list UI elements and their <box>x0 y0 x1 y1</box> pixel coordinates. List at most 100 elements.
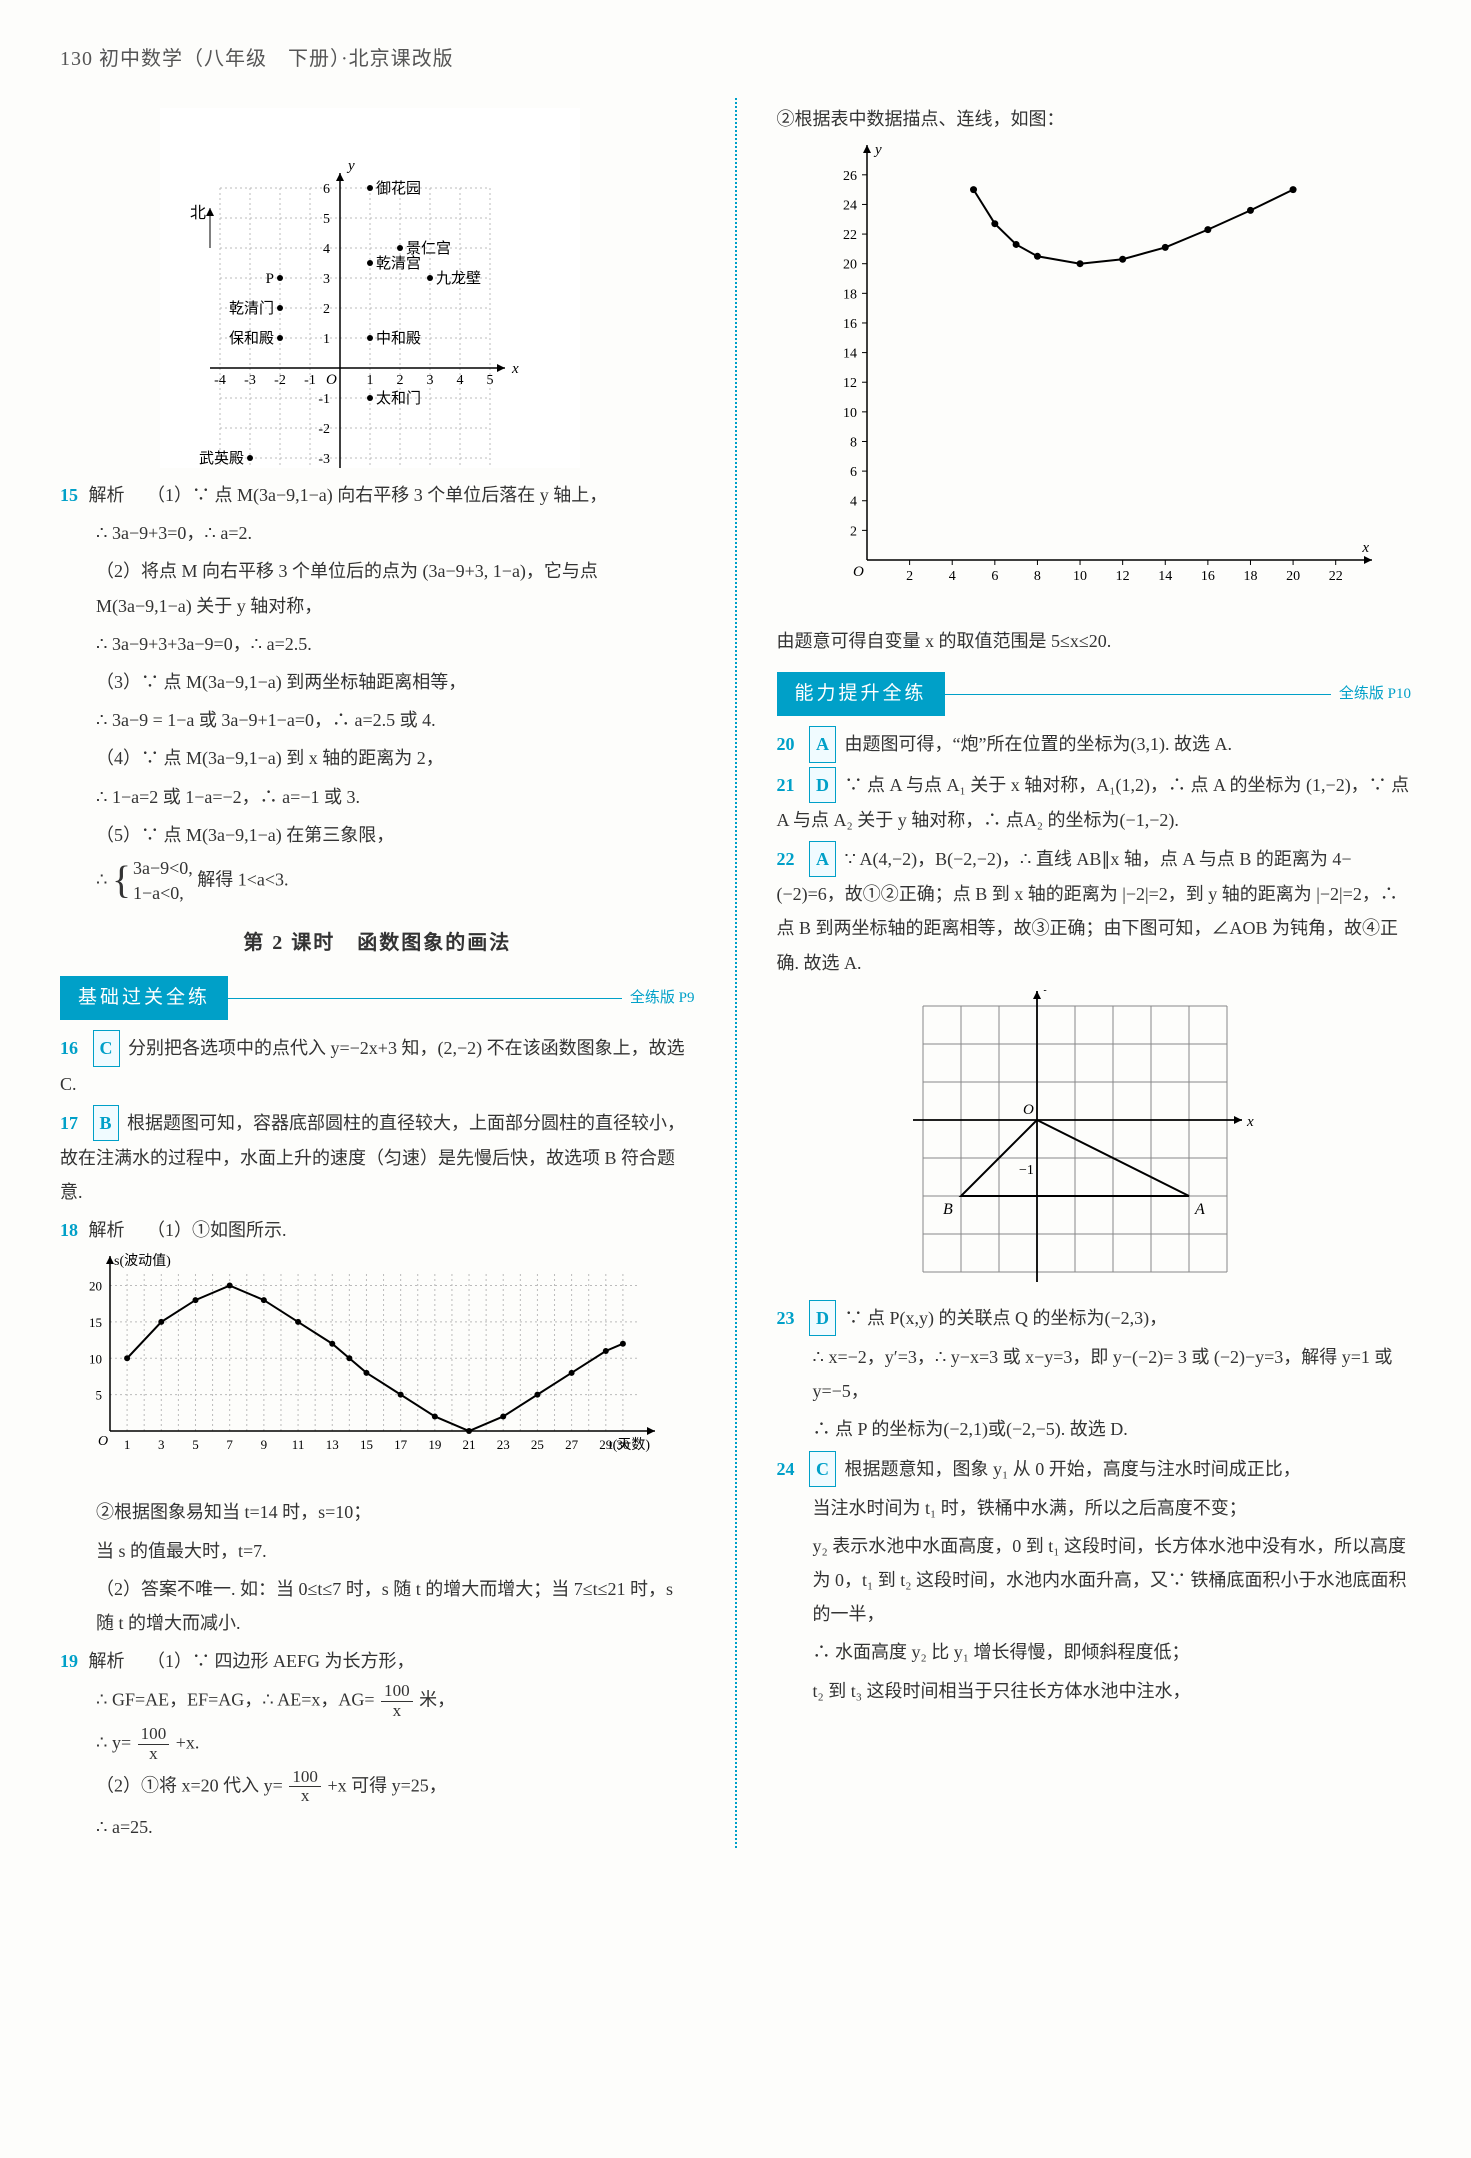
page-number: 130 <box>60 48 93 70</box>
q23-l3: ∴ 点 P 的坐标为(−2,1)或(−2,−5). 故选 D. <box>777 1412 1412 1446</box>
page-header: 130 初中数学（八年级 下册）·北京课改版 <box>60 40 1411 78</box>
q24-block: 24 C 根据题意知，图象 y₁ 从 0 开始，高度与注水时间成正比， <box>777 1451 1412 1487</box>
q15-l9: （5）∵ 点 M(3a−9,1−a) 在第三象限， <box>60 818 695 852</box>
q17-text: 根据题图可知，容器底部圆柱的直径较大，上面部分圆柱的直径较小，故在注满水的过程中… <box>60 1113 685 1202</box>
svg-text:景仁宫: 景仁宫 <box>406 240 451 257</box>
q16-ans: C <box>93 1030 120 1066</box>
q15-tag: 解析 <box>89 485 125 505</box>
q15-num: 15 <box>60 485 78 505</box>
q15-l6: ∴ 3a−9 = 1−a 或 3a−9+1−a=0，∴ a=2.5 或 4. <box>60 703 695 737</box>
banner-adv-page: 全练版 P10 <box>1339 680 1411 709</box>
q22-ans: A <box>809 841 836 877</box>
svg-text:-2: -2 <box>318 422 330 437</box>
svg-text:-4: -4 <box>214 373 226 388</box>
svg-text:x: x <box>511 361 519 377</box>
chart-right-svg: yxO2468101214161820222468101214161820222… <box>817 140 1377 620</box>
svg-text:y: y <box>346 158 355 174</box>
banner-line <box>228 998 622 999</box>
q20-num: 20 <box>777 734 795 754</box>
q20-ans: A <box>809 726 836 762</box>
two-column-layout: -4-3-2-112345654321-1-2-3-4xyO北御花园景仁宫乾清宫… <box>60 98 1411 1848</box>
q19-l4b: +x 可得 y=25， <box>327 1775 446 1795</box>
banner-adv-label: 能力提升全练 <box>777 672 945 716</box>
q15-l10: 解得 1<a<3. <box>197 869 288 889</box>
svg-text:P: P <box>266 271 274 287</box>
svg-text:12: 12 <box>843 376 857 391</box>
svg-text:3: 3 <box>323 272 330 287</box>
svg-text:8: 8 <box>1033 569 1040 584</box>
banner-basic: 基础过关全练 全练版 P9 <box>60 976 695 1020</box>
svg-text:3: 3 <box>427 373 434 388</box>
svg-text:19: 19 <box>428 1437 441 1452</box>
q24-l3: y₂ 表示水池中水面高度，0 到 t₁ 这段时间，长方体水池中没有水，所以高度为… <box>777 1529 1412 1632</box>
q19-l1: （1）∵ 四边形 AEFG 为长方形， <box>147 1651 415 1671</box>
svg-text:17: 17 <box>394 1437 408 1452</box>
q19-num: 19 <box>60 1651 78 1671</box>
q24-num: 24 <box>777 1459 795 1479</box>
svg-text:y: y <box>873 142 882 158</box>
svg-text:14: 14 <box>843 347 857 362</box>
svg-text:7: 7 <box>226 1437 233 1452</box>
svg-text:8: 8 <box>850 436 857 451</box>
svg-text:30: 30 <box>616 1437 629 1452</box>
svg-text:太和门: 太和门 <box>376 390 421 407</box>
svg-text:26: 26 <box>843 169 857 184</box>
right-column: ②根据表中数据描点、连线，如图： yxO24681012141618202224… <box>777 98 1412 1848</box>
svg-text:武英殿: 武英殿 <box>199 449 244 467</box>
book-title: 初中数学（八年级 下册）·北京课改版 <box>99 48 454 70</box>
svg-text:6: 6 <box>991 569 998 584</box>
svg-text:20: 20 <box>89 1279 102 1294</box>
svg-text:御花园: 御花园 <box>376 180 421 197</box>
q19-l2: ∴ GF=AE，EF=AG，∴ AE=x，AG= 100x 米， <box>60 1682 695 1721</box>
svg-text:y: y <box>1043 990 1052 992</box>
q15-l5: （3）∵ 点 M(3a−9,1−a) 到两坐标轴距离相等， <box>60 665 695 699</box>
svg-text:15: 15 <box>89 1315 102 1330</box>
svg-text:乾清门: 乾清门 <box>229 300 274 317</box>
q18-tag: 解析 <box>89 1220 125 1240</box>
svg-text:22: 22 <box>843 228 857 243</box>
svg-text:5: 5 <box>323 212 330 227</box>
q15-l1: （1）∵ 点 M(3a−9,1−a) 向右平移 3 个单位后落在 y 轴上， <box>147 485 607 505</box>
q20-text: 由题图可得，“炮”所在位置的坐标为(3,1). 故选 A. <box>845 734 1232 754</box>
svg-text:2: 2 <box>323 302 330 317</box>
left-column: -4-3-2-112345654321-1-2-3-4xyO北御花园景仁宫乾清宫… <box>60 98 695 1848</box>
q15-block: 15 解析 （1）∵ 点 M(3a−9,1−a) 向右平移 3 个单位后落在 y… <box>60 478 695 512</box>
q24-l1: 根据题意知，图象 y₁ 从 0 开始，高度与注水时间成正比， <box>845 1459 1301 1479</box>
grid22: xyO−1AB <box>897 990 1412 1290</box>
svg-text:1: 1 <box>323 332 330 347</box>
svg-text:15: 15 <box>360 1437 373 1452</box>
q22-block: 22 A ∵ A(4,−2)，B(−2,−2)，∴ 直线 AB∥x 轴，点 A … <box>777 841 1412 980</box>
svg-text:10: 10 <box>843 406 857 421</box>
svg-text:保和殿: 保和殿 <box>229 330 274 347</box>
q19-l3a: ∴ y= <box>96 1732 131 1752</box>
svg-text:1: 1 <box>124 1437 131 1452</box>
svg-text:5: 5 <box>192 1437 199 1452</box>
q18-num: 18 <box>60 1220 78 1240</box>
svg-text:3: 3 <box>158 1437 165 1452</box>
q22-text: ∵ A(4,−2)，B(−2,−2)，∴ 直线 AB∥x 轴，点 A 与点 B … <box>777 849 1399 973</box>
svg-text:24: 24 <box>843 199 857 214</box>
range-line: 由题意可得自变量 x 的取值范围是 5≤x≤20. <box>777 624 1412 658</box>
svg-text:北: 北 <box>190 204 206 222</box>
svg-text:O: O <box>1023 1102 1034 1118</box>
q18-block: 18 解析 （1）①如图所示. <box>60 1213 695 1247</box>
q19-l2b: 米， <box>419 1690 455 1710</box>
q16-block: 16 C 分别把各选项中的点代入 y=−2x+3 知，(2,−2) 不在该函数图… <box>60 1030 695 1100</box>
q24-l4: ∴ 水面高度 y₂ 比 y₁ 增长得慢，即倾斜程度低； <box>777 1635 1412 1669</box>
q15-sys-b: 1−a<0, <box>133 881 193 906</box>
chart18-svg: s(波动值)t(天数)O1357911131517192123252729305… <box>60 1251 660 1491</box>
q23-num: 23 <box>777 1308 795 1328</box>
q17-ans: B <box>93 1105 119 1141</box>
svg-text:B: B <box>943 1201 953 1218</box>
q19-l3b: +x. <box>176 1732 200 1752</box>
svg-text:10: 10 <box>1073 569 1087 584</box>
svg-text:27: 27 <box>565 1437 579 1452</box>
svg-text:x: x <box>1246 1114 1254 1130</box>
q19-l3: ∴ y= 100x +x. <box>60 1725 695 1764</box>
q19-l2a: ∴ GF=AE，EF=AG，∴ AE=x，AG= <box>96 1690 375 1710</box>
svg-text:1: 1 <box>367 373 374 388</box>
svg-text:20: 20 <box>1286 569 1300 584</box>
q23-l2: ∴ x=−2，y′=3，∴ y−x=3 或 x−y=3，即 y−(−2)= 3 … <box>777 1340 1412 1408</box>
svg-text:−1: −1 <box>1019 1163 1034 1178</box>
svg-text:13: 13 <box>326 1437 339 1452</box>
